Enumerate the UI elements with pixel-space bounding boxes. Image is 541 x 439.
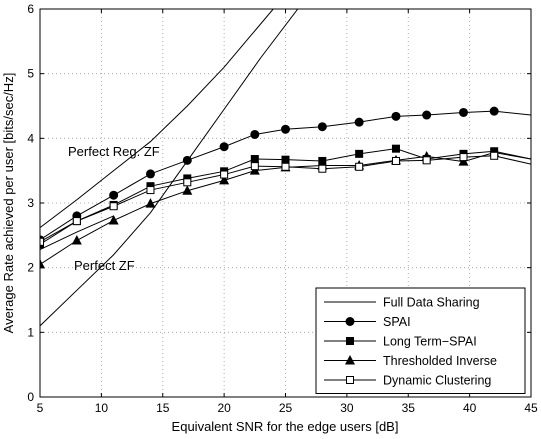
data-point xyxy=(281,124,290,134)
legend-item-dynamic-clustering: Dynamic Clustering xyxy=(324,374,491,388)
x-axis-label: Equivalent SNR for the edge users [dB] xyxy=(172,419,399,434)
y-tick-label: 5 xyxy=(27,67,34,81)
data-point xyxy=(422,156,431,165)
data-point xyxy=(490,151,499,160)
legend-marker xyxy=(346,376,354,384)
data-point xyxy=(318,164,327,173)
data-point xyxy=(458,107,468,117)
series-line xyxy=(40,9,274,228)
data-point xyxy=(146,186,155,195)
data-point xyxy=(71,235,82,245)
legend-label: Thresholded Inverse xyxy=(383,354,497,368)
y-tick-label: 0 xyxy=(27,390,34,404)
legend-marker xyxy=(345,355,355,365)
data-point xyxy=(182,185,193,195)
data-point xyxy=(354,117,364,127)
x-tick-label: 35 xyxy=(402,401,416,415)
series-full-data-sharing-fds-short xyxy=(40,215,114,251)
legend-item-spai: SPAI xyxy=(324,315,411,329)
x-tick-label: 45 xyxy=(524,401,538,415)
data-point xyxy=(459,153,468,162)
data-point xyxy=(250,162,259,171)
legend-label: Long Term−SPAI xyxy=(383,335,477,349)
x-tick-label: 5 xyxy=(37,401,44,415)
data-point xyxy=(391,111,401,121)
y-tick-label: 3 xyxy=(27,196,34,210)
data-point xyxy=(422,110,432,120)
data-point xyxy=(40,258,45,269)
data-point xyxy=(145,198,156,208)
legend-item-thresholded-inverse: Thresholded Inverse xyxy=(324,354,497,368)
legend-marker xyxy=(345,317,355,326)
grid xyxy=(40,9,531,397)
data-point xyxy=(281,155,290,164)
data-point xyxy=(391,144,400,153)
annotation-perfect-reg-zf: Perfect Reg. ZF xyxy=(68,144,160,159)
data-point xyxy=(281,162,290,171)
data-point xyxy=(250,129,260,139)
y-tick-label: 1 xyxy=(27,325,34,339)
data-point xyxy=(489,106,499,116)
data-point xyxy=(183,178,192,187)
x-tick-label: 10 xyxy=(95,401,109,415)
legend-label: SPAI xyxy=(383,315,411,329)
data-point xyxy=(355,162,364,171)
series-line xyxy=(40,9,299,327)
data-point xyxy=(219,174,230,185)
data-point xyxy=(182,155,192,165)
data-point xyxy=(109,190,119,200)
y-tick-label: 2 xyxy=(27,261,34,275)
data-point xyxy=(145,169,155,179)
data-point xyxy=(40,237,44,246)
series-line xyxy=(40,215,114,251)
series-layer xyxy=(40,9,531,327)
series-full-data-sharing-fds-reg xyxy=(40,9,274,228)
annotation-perfect-zf: Perfect ZF xyxy=(74,258,135,273)
data-point xyxy=(317,122,327,132)
x-tick-label: 20 xyxy=(217,401,231,415)
legend-item-long-term-spai: Long Term−SPAI xyxy=(324,335,477,349)
data-point xyxy=(219,142,229,152)
data-point xyxy=(355,149,364,158)
legend-label: Full Data Sharing xyxy=(383,296,480,310)
series-full-data-sharing-fds-zf xyxy=(40,9,299,327)
legend: Full Data Sharing SPAI Long Term−SPAI Thres… xyxy=(315,287,526,394)
data-point xyxy=(108,214,119,225)
series-dynamic-clustering xyxy=(40,151,531,246)
data-point xyxy=(220,170,229,179)
y-tick-label: 4 xyxy=(27,131,34,145)
data-point xyxy=(109,202,118,211)
legend-marker xyxy=(346,337,354,345)
x-tick-label: 25 xyxy=(279,401,293,415)
series-spai xyxy=(40,106,531,245)
x-tick-label: 30 xyxy=(340,401,354,415)
data-point xyxy=(391,156,400,165)
x-tick-label: 15 xyxy=(156,401,170,415)
legend-label: Dynamic Clustering xyxy=(383,374,491,388)
y-axis-label: Average Rate achieved per user [bits/sec… xyxy=(1,73,16,334)
data-point xyxy=(72,217,81,226)
data-point xyxy=(250,155,259,164)
legend-item-full-data-sharing: Full Data Sharing xyxy=(324,296,480,310)
y-tick-label: 6 xyxy=(27,2,34,16)
x-tick-label: 40 xyxy=(463,401,477,415)
